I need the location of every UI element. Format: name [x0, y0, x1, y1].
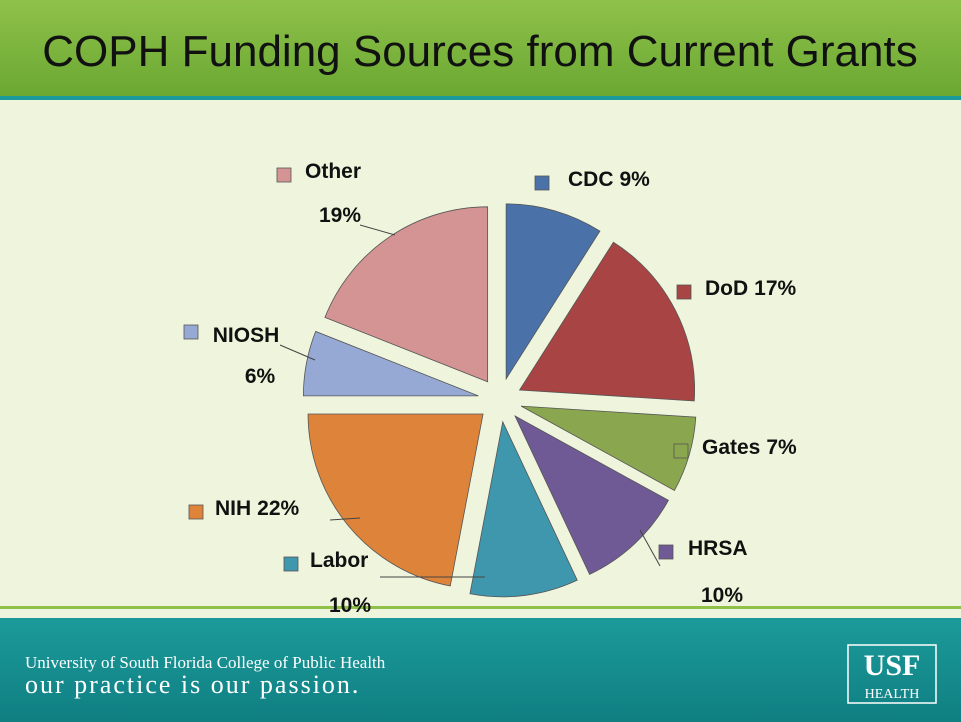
- value-label: 7%: [766, 436, 797, 459]
- category-label: DoD: [705, 277, 748, 300]
- leader-line: [279, 344, 316, 361]
- logo-sub: HEALTH: [865, 687, 920, 702]
- header-band: [0, 0, 961, 96]
- category-label: HRSA: [688, 537, 748, 560]
- legend-swatch: [183, 324, 199, 340]
- legend-swatch: [676, 284, 692, 300]
- pie-slice: [514, 415, 669, 575]
- pie: [302, 203, 697, 598]
- data-label: Gates 7%: [702, 436, 797, 459]
- data-label: DoD 17%: [705, 277, 797, 300]
- logo: USF: [864, 649, 921, 682]
- footer-band: [0, 618, 961, 722]
- pie-slice: [518, 241, 696, 402]
- pie-slice: [307, 413, 484, 587]
- legend-swatch: [534, 175, 550, 191]
- pie-slice: [302, 330, 479, 397]
- value-label: 9%: [620, 168, 651, 191]
- pie-slice: [505, 203, 601, 381]
- legend-swatch: [283, 556, 299, 572]
- footer-line1: University of South Florida College of P…: [25, 653, 386, 672]
- leader-line: [359, 224, 396, 236]
- legend-swatch: [673, 443, 689, 459]
- category-label: Gates: [702, 436, 760, 459]
- chart-title: COPH Funding Sources from Current Grants: [42, 27, 918, 76]
- data-label: CDC 9%: [568, 168, 650, 191]
- value-label: 19%: [319, 204, 361, 227]
- legend-swatch: [658, 544, 674, 560]
- category-label: Other: [305, 160, 361, 183]
- pie-slice: [469, 420, 578, 598]
- leader-line: [329, 517, 361, 521]
- header-rule: [0, 96, 961, 100]
- footer-line2: our practice is our passion.: [25, 670, 360, 699]
- category-label: Labor: [310, 549, 368, 572]
- value-label: 6%: [245, 365, 276, 388]
- footer-rule: [0, 606, 961, 609]
- data-label: NIH 22%: [215, 497, 300, 520]
- value-label: 17%: [754, 277, 796, 300]
- category-label: NIH: [215, 497, 251, 520]
- logo-box: [847, 644, 937, 704]
- value-label: 10%: [701, 584, 743, 607]
- leader-line: [639, 529, 661, 567]
- legend-swatch: [188, 504, 204, 520]
- legend-swatch: [276, 167, 292, 183]
- category-label: NIOSH: [213, 324, 280, 347]
- value-label: 22%: [257, 497, 299, 520]
- pie-slice: [520, 405, 697, 491]
- category-label: CDC: [568, 168, 614, 191]
- pie-slice: [324, 206, 489, 383]
- value-label: 10%: [329, 594, 371, 617]
